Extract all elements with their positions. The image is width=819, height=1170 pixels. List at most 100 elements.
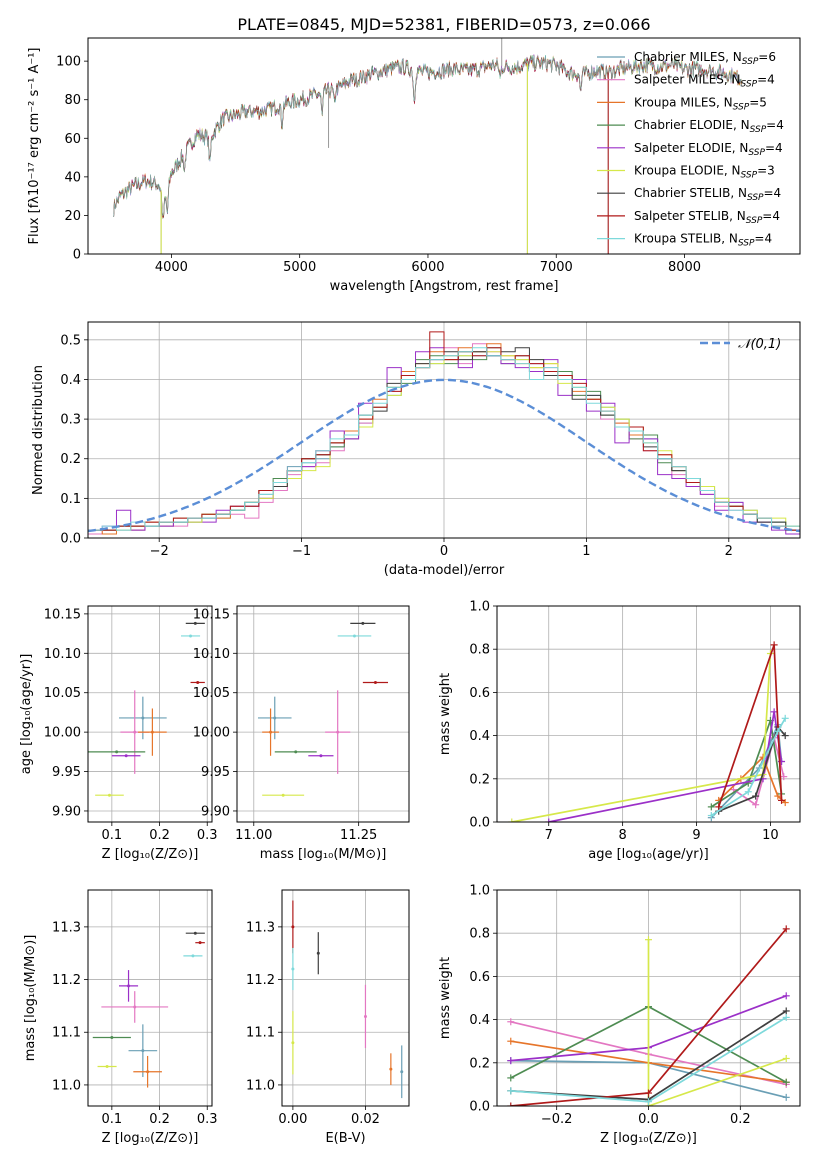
x-tick-label: 7000	[540, 260, 573, 275]
errorbar-point	[273, 716, 277, 720]
y-tick-label: 60	[64, 132, 81, 147]
errorbar-point	[389, 1067, 393, 1071]
x-tick-label: 0.02	[351, 1112, 380, 1127]
errorbar-point	[193, 621, 197, 625]
errorbar-point	[316, 951, 320, 955]
weight-line-chabrier-elodie	[710, 720, 783, 808]
y-tick-label: 11.2	[52, 973, 81, 988]
y-tick-label: 1.0	[469, 884, 490, 899]
y-tick-label: 0.6	[469, 686, 490, 701]
x-tick-label: 8	[618, 828, 626, 843]
legend-text: Kroupa ELODIE, N	[634, 164, 741, 178]
x-tick-label: 7	[545, 828, 553, 843]
frame-residuals	[87, 321, 801, 539]
errorbar-point	[193, 931, 197, 935]
y-axis-label: age [log₁₀(age/yr)]	[19, 654, 34, 775]
model-line	[113, 54, 743, 218]
x-tick-label: 9	[692, 828, 700, 843]
y-tick-label: 1.0	[469, 600, 490, 615]
axes-spectrum: 4000 5000 6000 7000 8000 0 20 40 60 80 100 waveleng…	[27, 48, 701, 295]
legend-label: Chabrier STELIB, NSSP=4	[634, 186, 781, 203]
y-tick-label: 0.4	[60, 373, 81, 388]
y-tick-label: 0	[73, 248, 81, 263]
legend-subscript: SSP	[741, 171, 758, 181]
errorbar-point	[319, 754, 323, 758]
legend-text: =4	[764, 186, 782, 200]
legend-text: =4	[754, 232, 772, 246]
y-tick-label: 0.0	[60, 532, 81, 547]
spectrum-data-group	[113, 38, 743, 254]
x-tick-label: 0.3	[197, 828, 218, 843]
y-tick-label: 11.3	[52, 920, 81, 935]
weight-line-kroupa-elodie	[647, 939, 787, 1106]
legend-label: Chabrier ELODIE, NSSP=4	[634, 118, 784, 135]
y-tick-label: 20	[64, 209, 81, 224]
legend-text: Salpeter STELIB, N	[634, 209, 746, 223]
legend-text: Chabrier MILES, N	[634, 50, 742, 64]
axes-age_vs_Z: 0.1 0.2 0.3 9.90 9.95 10.00 10.05 10.10 10.15 Z […	[19, 606, 218, 862]
legend-subscript: SSP	[746, 216, 763, 226]
errorbar-point	[133, 1005, 137, 1009]
errorbar-point	[124, 754, 128, 758]
y-tick-label: 9.90	[52, 804, 81, 819]
y-axis-label: mass weight	[438, 957, 453, 1039]
y-tick-label: 0.0	[469, 816, 490, 831]
y-tick-label: 11.1	[246, 1026, 275, 1041]
frame-age_vs_Z	[87, 605, 213, 823]
weight-group-weight_vs_Z	[507, 925, 790, 1106]
legend-subscript: SSP	[747, 193, 764, 203]
x-tick-label: −0.2	[541, 1112, 573, 1127]
errorbar-group-age_vs_Z	[88, 621, 205, 797]
x-axis-label: wavelength [Angstrom, rest frame]	[330, 279, 559, 294]
x-tick-label: 0.1	[102, 828, 123, 843]
y-tick-label: 0.1	[60, 492, 81, 507]
legend-subscript: SSP	[738, 239, 755, 249]
weight-line-chabrier-stelib	[718, 725, 786, 812]
y-axis-label: Normed distribution	[31, 365, 46, 495]
legend-subscript: SSP	[750, 125, 767, 135]
y-tick-label: 10.10	[44, 647, 81, 662]
y-axis-label: Flux [fλ10⁻¹⁷ erg cm⁻² s⁻¹ A⁻¹]	[27, 48, 42, 245]
weight-line-kroupa-stelib	[710, 717, 786, 817]
errorbar-point	[269, 730, 273, 734]
legend-text: =3	[757, 164, 775, 178]
errorbar-point	[110, 1036, 114, 1040]
y-tick-label: 0.2	[60, 452, 81, 467]
x-axis-label: age [log₁₀(age/yr)]	[588, 847, 709, 862]
errorbar-point	[336, 730, 340, 734]
weight-line-salpeter-elodie	[548, 711, 783, 822]
x-tick-label: 6000	[411, 260, 444, 275]
panels: 4000 5000 6000 7000 8000020406080100waveleng…	[19, 37, 801, 1146]
frame-weight_vs_Z	[496, 889, 801, 1107]
x-tick-label: 0.2	[730, 1112, 751, 1127]
y-tick-label: 9.90	[201, 804, 230, 819]
errorbar-point	[133, 730, 137, 734]
errorbar-point	[352, 634, 356, 638]
y-axis-label: mass weight	[438, 673, 453, 755]
y-tick-label: 0.5	[60, 333, 81, 348]
x-tick-label: 0.2	[149, 828, 170, 843]
x-tick-label: 0.0	[638, 1112, 659, 1127]
legend-subscript: SSP	[741, 80, 758, 90]
x-tick-label: 1	[582, 544, 590, 559]
x-axis-label: Z [log₁₀(Z/Z⊙)]	[102, 847, 199, 862]
x-tick-label: −1	[292, 544, 311, 559]
errorbar-group-mass_vs_Z	[92, 931, 205, 1088]
y-tick-label: 10.00	[44, 726, 81, 741]
axes-age_vs_mass: 11.00 11.25 9.90 9.95 10.00 10.05 10.10 10.15 ma…	[193, 606, 409, 862]
errorbar-point	[141, 1049, 145, 1053]
x-tick-label: 11.25	[340, 828, 377, 843]
x-tick-label: 5000	[283, 260, 316, 275]
y-tick-label: 11.1	[52, 1026, 81, 1041]
errorbar-point	[141, 716, 145, 720]
errorbar-group-mass_vs_EBV	[291, 900, 404, 1099]
y-tick-label: 9.95	[52, 765, 81, 780]
y-tick-label: 0.8	[469, 927, 490, 942]
frame-weight_vs_age	[496, 605, 801, 823]
y-tick-label: 11.2	[246, 973, 275, 988]
y-tick-label: 0.2	[469, 1056, 490, 1071]
errorbar-point	[146, 1070, 150, 1074]
y-tick-label: 40	[64, 170, 81, 185]
legend-text: Chabrier STELIB, N	[634, 186, 747, 200]
